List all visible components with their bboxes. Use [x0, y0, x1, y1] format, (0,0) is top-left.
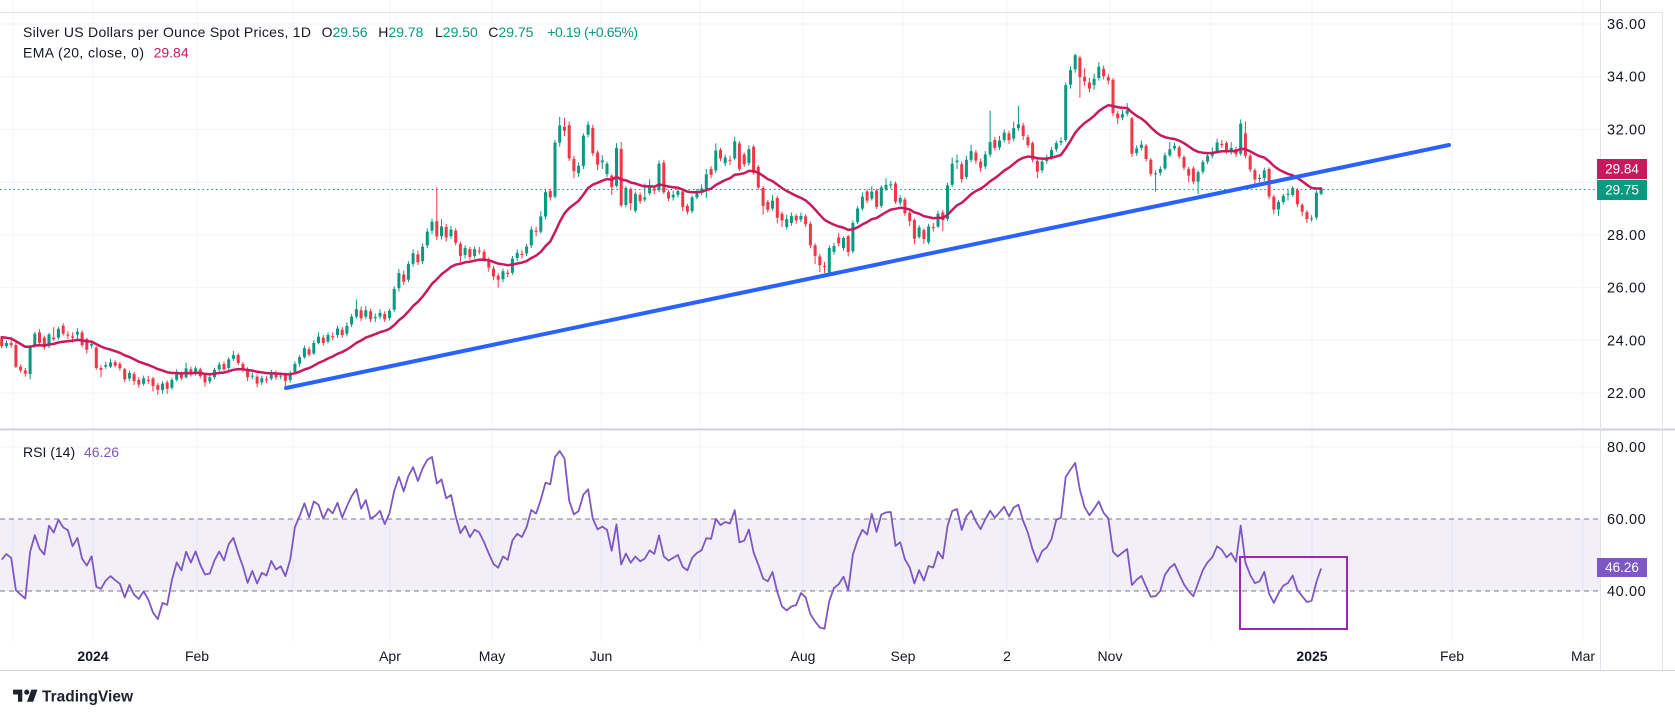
svg-text:60.00: 60.00: [1607, 512, 1646, 528]
svg-text:O29.56: O29.56: [322, 24, 368, 40]
svg-text:22.00: 22.00: [1607, 386, 1646, 402]
svg-text:34.00: 34.00: [1607, 70, 1646, 86]
svg-text:46.26: 46.26: [1605, 560, 1639, 575]
svg-text:29.84: 29.84: [1605, 162, 1639, 177]
svg-text:32.00: 32.00: [1607, 122, 1646, 138]
svg-text:36.00: 36.00: [1607, 17, 1646, 33]
svg-text:May: May: [479, 648, 505, 664]
svg-text:46.26: 46.26: [84, 444, 119, 460]
svg-text:RSI (14): RSI (14): [23, 444, 75, 460]
svg-text:2024: 2024: [77, 648, 108, 664]
svg-text:Mar: Mar: [1571, 648, 1595, 664]
svg-text:L29.50: L29.50: [435, 24, 478, 40]
svg-text:Aug: Aug: [791, 648, 816, 664]
svg-text:26.00: 26.00: [1607, 281, 1646, 297]
svg-text:TradingView: TradingView: [42, 689, 134, 706]
svg-text:28.00: 28.00: [1607, 228, 1646, 244]
svg-text:Jun: Jun: [590, 648, 613, 664]
svg-text:EMA (20, close, 0): EMA (20, close, 0): [23, 45, 144, 61]
svg-text:Feb: Feb: [185, 648, 209, 664]
svg-text:24.00: 24.00: [1607, 333, 1646, 349]
svg-text:H29.78: H29.78: [378, 24, 423, 40]
svg-text:80.00: 80.00: [1607, 440, 1646, 456]
svg-text:40.00: 40.00: [1607, 584, 1646, 600]
svg-text:Nov: Nov: [1098, 648, 1123, 664]
svg-text:Sep: Sep: [891, 648, 916, 664]
svg-text:Feb: Feb: [1440, 648, 1464, 664]
svg-text:Apr: Apr: [379, 648, 401, 664]
svg-text:+0.19 (+0.65%): +0.19 (+0.65%): [547, 24, 638, 40]
svg-text:Silver US Dollars per Ounce Sp: Silver US Dollars per Ounce Spot Prices,…: [23, 24, 311, 40]
svg-text:29.84: 29.84: [154, 45, 189, 61]
svg-text:C29.75: C29.75: [488, 24, 533, 40]
svg-text:2025: 2025: [1296, 648, 1327, 664]
svg-text:2: 2: [1003, 648, 1011, 664]
svg-text:29.75: 29.75: [1605, 183, 1639, 198]
